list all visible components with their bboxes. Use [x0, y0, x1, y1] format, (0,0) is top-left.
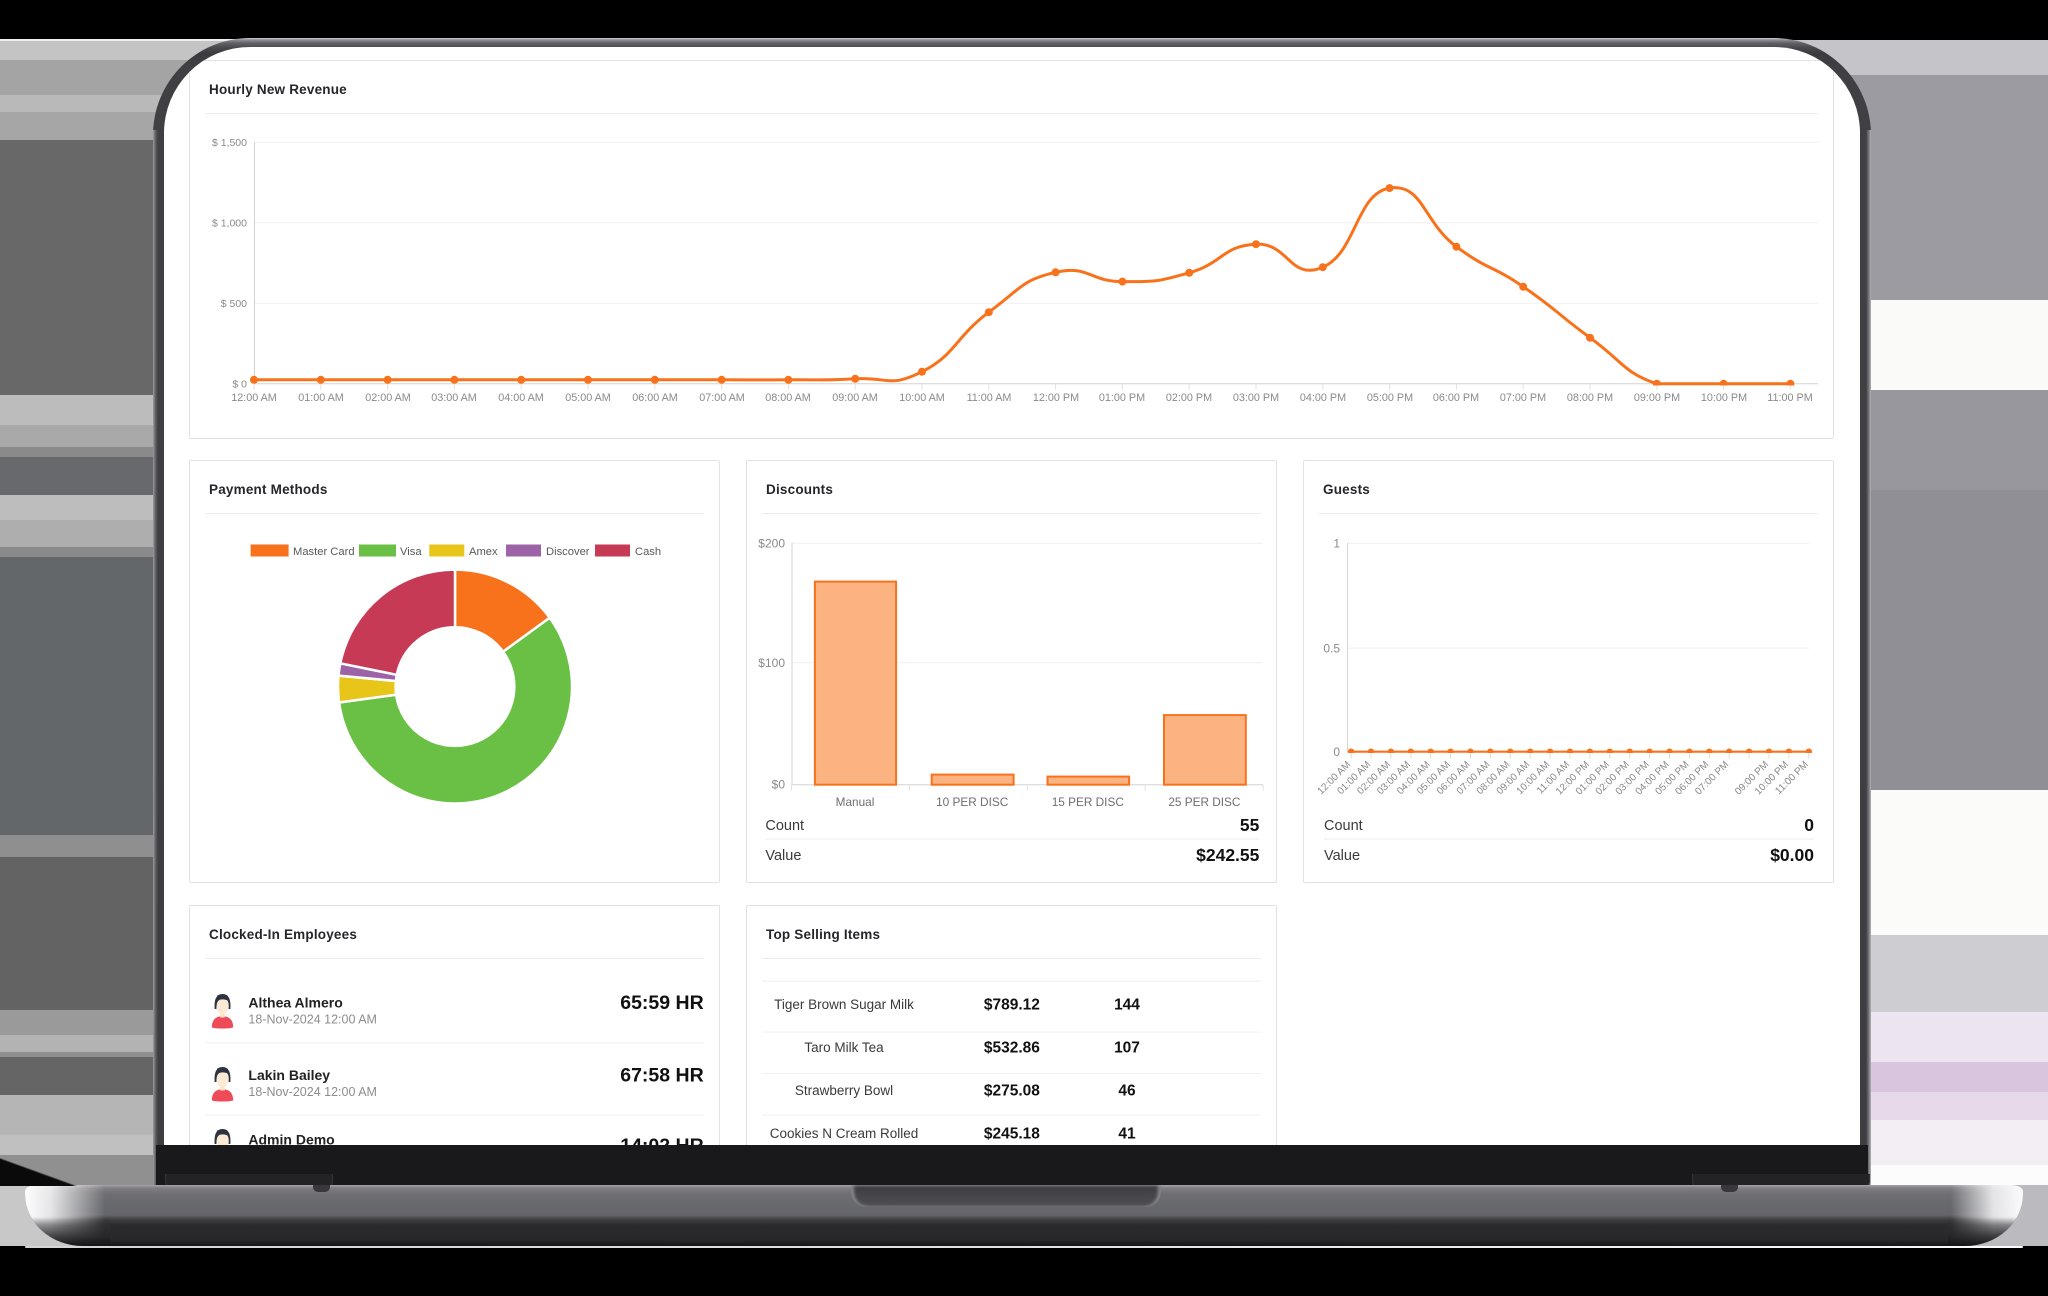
svg-text:Count: Count — [765, 818, 804, 834]
svg-text:02:00 PM: 02:00 PM — [1166, 392, 1212, 404]
svg-text:10:00 AM: 10:00 AM — [899, 392, 945, 404]
svg-text:06:00 AM: 06:00 AM — [632, 392, 678, 404]
svg-text:0: 0 — [1804, 815, 1814, 835]
svg-text:Strawberry Bowl: Strawberry Bowl — [795, 1083, 893, 1098]
svg-text:05:00 AM: 05:00 AM — [565, 392, 611, 404]
svg-text:$789.12: $789.12 — [984, 997, 1040, 1014]
svg-text:Tiger Brown Sugar Milk: Tiger Brown Sugar Milk — [774, 997, 914, 1012]
svg-text:07:00 PM: 07:00 PM — [1500, 392, 1546, 404]
svg-text:0.5: 0.5 — [1323, 642, 1340, 656]
svg-text:107: 107 — [1114, 1040, 1140, 1057]
svg-text:12:00 AM: 12:00 AM — [231, 392, 277, 404]
svg-text:1: 1 — [1333, 537, 1340, 551]
svg-text:$242.55: $242.55 — [1196, 845, 1260, 865]
svg-text:08:00 AM: 08:00 AM — [765, 392, 811, 404]
svg-text:41: 41 — [1118, 1126, 1136, 1143]
svg-text:Master Card: Master Card — [293, 546, 355, 558]
svg-text:Althea Almero: Althea Almero — [248, 995, 342, 1011]
svg-text:67:58 HR: 67:58 HR — [620, 1065, 703, 1087]
svg-text:Manual: Manual — [836, 795, 875, 809]
svg-text:Discover: Discover — [546, 546, 590, 558]
svg-text:10:00 PM: 10:00 PM — [1701, 392, 1747, 404]
svg-text:$275.08: $275.08 — [984, 1083, 1040, 1100]
svg-text:03:00 AM: 03:00 AM — [431, 392, 477, 404]
svg-text:05:00 PM: 05:00 PM — [1367, 392, 1413, 404]
svg-text:Cookies N Cream Rolled: Cookies N Cream Rolled — [770, 1126, 919, 1141]
svg-text:65:59 HR: 65:59 HR — [620, 992, 703, 1014]
svg-text:Cash: Cash — [635, 546, 661, 558]
svg-text:06:00 PM: 06:00 PM — [1433, 392, 1479, 404]
svg-text:09:00 PM: 09:00 PM — [1634, 392, 1680, 404]
svg-text:$100: $100 — [758, 656, 785, 670]
svg-text:Amex: Amex — [469, 546, 498, 558]
svg-text:$ 1,500: $ 1,500 — [212, 137, 247, 149]
svg-text:07:00 AM: 07:00 AM — [699, 392, 745, 404]
svg-text:Visa: Visa — [400, 546, 422, 558]
svg-text:$ 1,000: $ 1,000 — [212, 218, 247, 230]
svg-text:$0: $0 — [772, 778, 786, 792]
svg-text:18-Nov-2024 12:00 AM: 18-Nov-2024 12:00 AM — [248, 1085, 377, 1099]
svg-text:03:00 PM: 03:00 PM — [1233, 392, 1279, 404]
svg-text:$200: $200 — [758, 537, 785, 551]
svg-text:Value: Value — [1324, 848, 1360, 864]
svg-text:Value: Value — [765, 848, 801, 864]
svg-text:0: 0 — [1333, 745, 1340, 759]
svg-text:Taro Milk Tea: Taro Milk Tea — [804, 1040, 884, 1055]
svg-text:01:00 AM: 01:00 AM — [298, 392, 344, 404]
svg-text:11:00 AM: 11:00 AM — [967, 392, 1012, 404]
svg-text:01:00 PM: 01:00 PM — [1099, 392, 1145, 404]
svg-text:$532.86: $532.86 — [984, 1040, 1040, 1057]
svg-text:Count: Count — [1324, 818, 1363, 834]
svg-text:18-Nov-2024 12:00 AM: 18-Nov-2024 12:00 AM — [248, 1013, 377, 1027]
svg-text:Admin Demo: Admin Demo — [248, 1132, 334, 1146]
svg-text:15 PER DISC: 15 PER DISC — [1052, 795, 1125, 809]
svg-text:10 PER DISC: 10 PER DISC — [936, 795, 1009, 809]
svg-text:Lakin Bailey: Lakin Bailey — [248, 1067, 330, 1083]
svg-text:09:00 AM: 09:00 AM — [832, 392, 878, 404]
svg-text:12:00 PM: 12:00 PM — [1033, 392, 1079, 404]
svg-text:04:00 AM: 04:00 AM — [498, 392, 544, 404]
svg-text:$245.18: $245.18 — [984, 1126, 1040, 1143]
svg-text:25 PER DISC: 25 PER DISC — [1168, 795, 1241, 809]
svg-text:55: 55 — [1240, 815, 1260, 835]
svg-text:14:02 HR: 14:02 HR — [620, 1135, 703, 1145]
svg-text:46: 46 — [1118, 1083, 1136, 1100]
svg-text:$ 500: $ 500 — [221, 298, 247, 310]
svg-text:02:00 AM: 02:00 AM — [365, 392, 411, 404]
svg-text:$0.00: $0.00 — [1770, 845, 1814, 865]
svg-text:$ 0: $ 0 — [232, 379, 247, 391]
svg-text:144: 144 — [1114, 997, 1140, 1014]
svg-text:11:00 PM: 11:00 PM — [1767, 392, 1812, 404]
svg-text:08:00 PM: 08:00 PM — [1567, 392, 1613, 404]
svg-text:04:00 PM: 04:00 PM — [1300, 392, 1346, 404]
